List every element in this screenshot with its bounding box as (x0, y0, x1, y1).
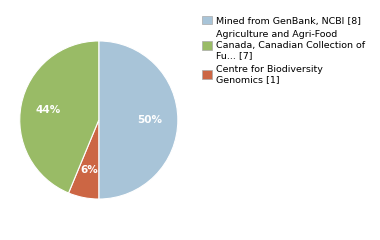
Text: 44%: 44% (36, 105, 61, 115)
Wedge shape (20, 41, 99, 193)
Wedge shape (99, 41, 178, 199)
Text: 50%: 50% (138, 115, 163, 125)
Text: 6%: 6% (80, 165, 98, 175)
Legend: Mined from GenBank, NCBI [8], Agriculture and Agri-Food
Canada, Canadian Collect: Mined from GenBank, NCBI [8], Agricultur… (202, 16, 365, 84)
Wedge shape (68, 120, 99, 199)
